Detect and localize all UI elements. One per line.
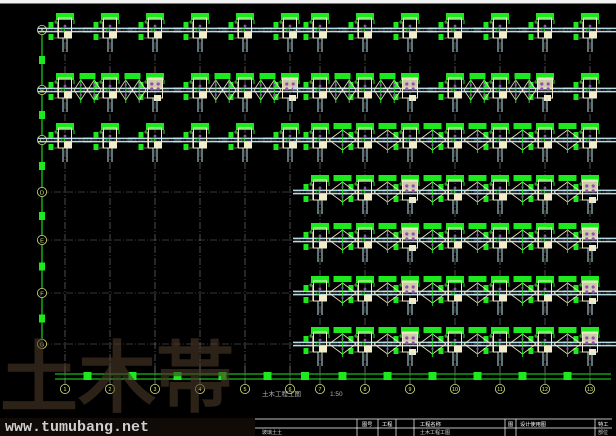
svg-text:土木工程工图: 土木工程工图 <box>420 429 450 436</box>
svg-text:工程名称: 工程名称 <box>420 420 441 428</box>
svg-text:图: 图 <box>508 421 513 428</box>
svg-text:特工: 特工 <box>598 420 608 428</box>
svg-text:D: D <box>40 190 44 196</box>
svg-text:10: 10 <box>452 387 458 393</box>
svg-text:7: 7 <box>319 387 322 393</box>
svg-text:工程: 工程 <box>382 420 392 428</box>
svg-text:土木帯: 土木帯 <box>0 334 234 422</box>
svg-text:F: F <box>40 291 44 297</box>
svg-text:12: 12 <box>542 387 548 393</box>
svg-text:土木工程工图: 土木工程工图 <box>262 389 301 398</box>
svg-text:9: 9 <box>409 387 412 393</box>
svg-text:13: 13 <box>587 387 593 393</box>
svg-text:部位: 部位 <box>598 429 608 436</box>
svg-text:8: 8 <box>364 387 367 393</box>
svg-text:11: 11 <box>497 387 503 393</box>
svg-text:www.tumubang.net: www.tumubang.net <box>5 419 149 436</box>
svg-text:图号: 图号 <box>362 421 372 428</box>
svg-text:1:50: 1:50 <box>330 391 343 398</box>
svg-text:玻璃土土: 玻璃土土 <box>262 429 282 436</box>
svg-text:E: E <box>40 238 44 244</box>
svg-text:5: 5 <box>244 387 247 393</box>
svg-text:设计使用图: 设计使用图 <box>520 420 546 428</box>
